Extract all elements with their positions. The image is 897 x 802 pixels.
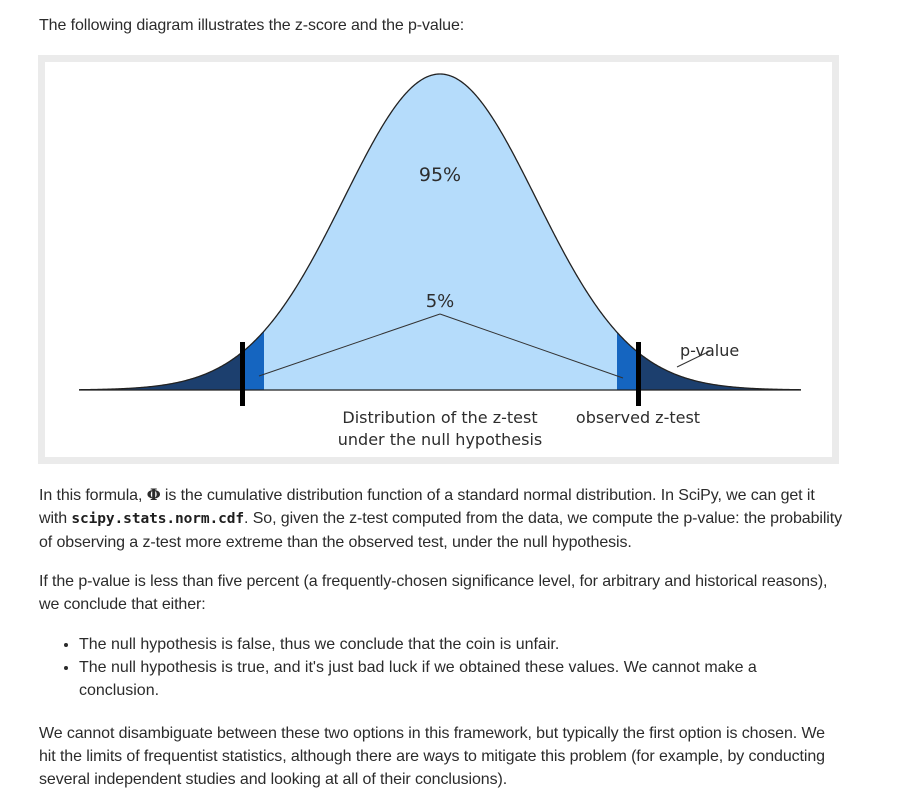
pvalue-pointer-line	[676, 350, 711, 368]
left-tail-region	[79, 351, 243, 390]
left-pointer-line	[258, 313, 441, 377]
formula-text-post: . So, given the z-test computed from the…	[39, 510, 842, 551]
formula-text-mid: is the cumulative distribution function …	[39, 487, 815, 527]
list-item: The null hypothesis is false, thus we co…	[79, 633, 839, 656]
conclusion-list: The null hypothesis is false, thus we co…	[39, 633, 839, 702]
normal-curve-svg: 95% 5% p-value Distribution of the z-tes…	[78, 73, 802, 449]
intro-text: The following diagram illustrates the z-…	[39, 17, 465, 34]
label-observed-z-test: observed z-test	[576, 408, 700, 427]
list-item: The null hypothesis is true, and it's ju…	[79, 656, 839, 702]
observed-z-marker	[636, 342, 641, 406]
label-95-percent: 95%	[419, 164, 461, 186]
final-paragraph: We cannot disambiguate between these two…	[39, 725, 825, 788]
label-distribution-line1: Distribution of the z-test	[342, 408, 537, 427]
normal-curve	[78, 73, 802, 391]
label-pvalue: p-value	[680, 341, 739, 360]
label-distribution-line2: under the null hypothesis	[338, 430, 542, 449]
significance-paragraph: If the p-value is less than five percent…	[39, 573, 828, 613]
right-tail-region	[639, 353, 801, 390]
left-critical-region	[243, 331, 264, 390]
acceptance-region	[264, 74, 617, 390]
formula-text-pre: In this formula,	[39, 487, 147, 504]
right-critical-region	[617, 332, 639, 390]
right-pointer-line	[439, 313, 624, 379]
label-5-percent: 5%	[426, 291, 455, 312]
critical-value-marker-left	[240, 342, 245, 406]
phi-symbol: Φ	[146, 485, 161, 504]
scipy-cdf-code: scipy.stats.norm.cdf	[71, 511, 245, 527]
formula-paragraph: In this formula, Φ is the cumulative dis…	[39, 483, 844, 554]
zscore-pvalue-diagram: 95% 5% p-value Distribution of the z-tes…	[38, 55, 839, 464]
